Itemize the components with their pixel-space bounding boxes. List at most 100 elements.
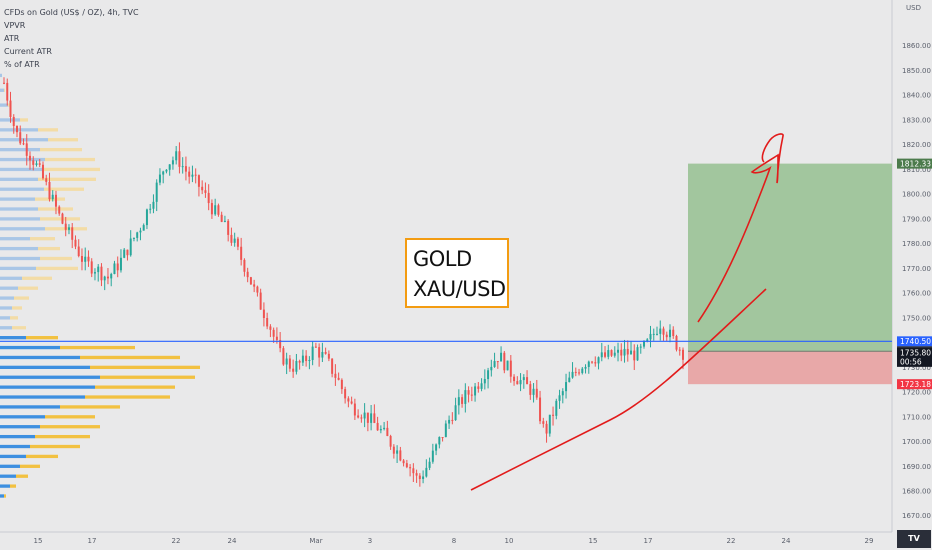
candle-body bbox=[441, 437, 444, 439]
profit-zone bbox=[688, 163, 892, 352]
candle-body bbox=[363, 412, 366, 419]
candle-body bbox=[613, 352, 616, 356]
vp-bar-up bbox=[0, 434, 35, 439]
vp-bar-down bbox=[16, 474, 28, 478]
candle-body bbox=[84, 256, 87, 262]
vp-bar-up bbox=[0, 187, 44, 191]
candle-body bbox=[522, 377, 525, 381]
candle-body bbox=[243, 259, 246, 272]
candle-body bbox=[149, 208, 152, 210]
vp-bar-down bbox=[20, 118, 28, 122]
candle-body bbox=[87, 256, 90, 262]
candle-body bbox=[662, 328, 665, 335]
vp-bar-down bbox=[20, 464, 40, 468]
price-tag bbox=[897, 336, 932, 347]
vp-bar-up bbox=[0, 103, 8, 107]
candle-body bbox=[545, 423, 548, 434]
candle-body bbox=[25, 143, 28, 156]
candle-body bbox=[379, 429, 382, 431]
vp-bar-up bbox=[0, 454, 26, 459]
vp-bar-down bbox=[22, 276, 52, 280]
candle-body bbox=[97, 266, 100, 273]
symbol-label[interactable]: CFDs on Gold (US$ / OZ), 4h, TVC bbox=[4, 8, 139, 17]
tradingview-logo[interactable]: TV bbox=[897, 530, 931, 548]
candle-body bbox=[649, 333, 652, 340]
candle-body bbox=[477, 386, 480, 389]
candle-body bbox=[314, 346, 317, 348]
chart-legend: CFDs on Gold (US$ / OZ), 4h, TVC VPVR AT… bbox=[4, 6, 139, 71]
candle-body bbox=[181, 166, 184, 168]
vp-bar-down bbox=[40, 147, 82, 152]
candle-body bbox=[3, 82, 5, 84]
candle-body bbox=[178, 151, 181, 167]
vp-bar-down bbox=[45, 157, 95, 162]
vp-bar-down bbox=[85, 395, 170, 399]
vp-bar-down bbox=[40, 425, 100, 429]
x-tick-label: 10 bbox=[505, 537, 514, 545]
vp-bar-up bbox=[0, 316, 10, 320]
candle-body bbox=[155, 182, 158, 202]
candle-body bbox=[470, 394, 473, 396]
candle-body bbox=[38, 163, 41, 165]
y-tick-label: 1830.00 bbox=[902, 116, 931, 124]
candle-body bbox=[633, 350, 636, 361]
x-tick-label: 22 bbox=[727, 537, 736, 545]
arrow-drawing bbox=[697, 133, 784, 323]
candle-body bbox=[90, 261, 93, 274]
candle-body bbox=[171, 160, 174, 165]
candle-body bbox=[392, 446, 395, 454]
candle-body bbox=[578, 372, 581, 374]
candle-body bbox=[464, 390, 467, 404]
indicator-atr[interactable]: ATR bbox=[4, 34, 20, 43]
candle-body bbox=[678, 349, 681, 351]
candle-body bbox=[80, 256, 83, 262]
candle-body bbox=[574, 371, 577, 373]
candle-body bbox=[28, 155, 31, 161]
vp-bar-down bbox=[40, 217, 80, 221]
candle-body bbox=[610, 350, 613, 356]
vp-bar-up bbox=[0, 256, 40, 261]
candle-body bbox=[376, 422, 379, 431]
candle-body bbox=[659, 328, 662, 334]
vp-bar-down bbox=[42, 167, 100, 172]
candle-body bbox=[48, 181, 51, 200]
candle-body bbox=[142, 225, 145, 231]
candle-body bbox=[259, 292, 262, 310]
price-tag-label: 1735.80 bbox=[900, 349, 931, 358]
candle-body bbox=[571, 371, 574, 378]
candle-body bbox=[204, 190, 207, 193]
candle-body bbox=[311, 346, 314, 360]
indicator-vpvr[interactable]: VPVR bbox=[4, 21, 26, 30]
vp-bar-down bbox=[60, 345, 135, 350]
candle-body bbox=[415, 473, 418, 476]
vp-bar-up bbox=[0, 157, 45, 162]
indicator-percent-atr[interactable]: % of ATR bbox=[4, 60, 40, 69]
candle-body bbox=[217, 205, 220, 215]
vp-bar-up bbox=[0, 444, 30, 449]
candle-body bbox=[272, 329, 275, 337]
candle-body bbox=[428, 461, 431, 468]
candle-body bbox=[444, 423, 447, 438]
indicator-current-atr[interactable]: Current ATR bbox=[4, 47, 52, 56]
price-tag-label: 1740.50 bbox=[900, 337, 931, 346]
candle-body bbox=[162, 171, 165, 175]
candle-body bbox=[451, 419, 454, 421]
gold-annotation-box[interactable]: GOLD XAU/USD bbox=[405, 238, 509, 308]
y-tick-label: 1680.00 bbox=[902, 488, 931, 496]
candle-body bbox=[129, 238, 132, 256]
candle-body bbox=[652, 333, 655, 335]
candle-body bbox=[295, 360, 298, 372]
vp-bar-down bbox=[18, 286, 38, 290]
candle-body bbox=[438, 437, 441, 445]
vp-bar-down bbox=[10, 316, 18, 320]
x-tick-label: 3 bbox=[368, 537, 372, 545]
price-tag-label: 00:56 bbox=[900, 358, 922, 367]
y-tick-label: 1810.00 bbox=[902, 166, 931, 174]
candle-body bbox=[513, 376, 516, 382]
vp-bar-up bbox=[0, 276, 22, 280]
candle-body bbox=[6, 82, 9, 101]
candle-body bbox=[292, 368, 295, 372]
candle-body bbox=[626, 348, 629, 355]
